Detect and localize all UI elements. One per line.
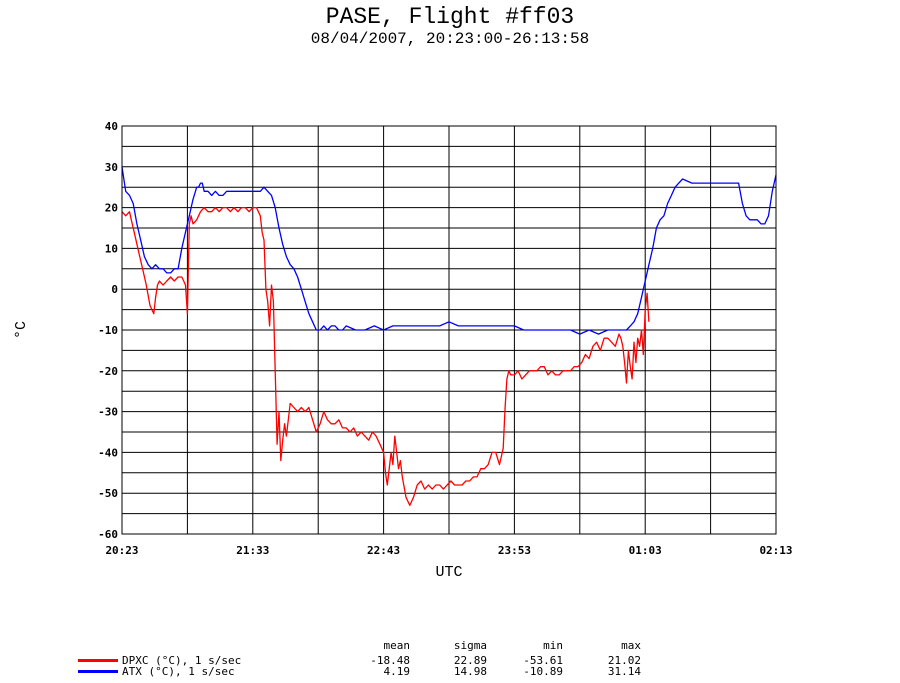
y-tick-label: 20 <box>105 202 118 215</box>
y-tick-label: -40 <box>98 446 118 459</box>
x-tick-label: 02:13 <box>759 544 792 557</box>
tick-labels: 40 30 20 10 0 -10 -20 -30 -40 -50 -60 20:23 21:33 22:… <box>98 120 792 557</box>
plot-frame <box>121 125 777 535</box>
y-tick-label: 0 <box>111 283 118 296</box>
chart-title: PASE, Flight #ff03 <box>325 4 575 30</box>
series-line-dpxc <box>121 206 650 507</box>
grid <box>121 125 777 535</box>
y-tick-label: 30 <box>105 161 118 174</box>
chart-subtitle: 08/04/2007, 20:23:00-26:13:58 <box>310 30 590 48</box>
y-tick-label: -20 <box>98 365 118 378</box>
y-tick-label: -30 <box>98 406 118 419</box>
x-axis-label: UTC <box>435 564 462 581</box>
x-tick-label: 22:43 <box>367 544 400 557</box>
x-tick-label: 01:03 <box>629 544 662 557</box>
x-tick-label: 20:23 <box>105 544 138 557</box>
x-tick-label: 21:33 <box>236 544 269 557</box>
y-tick-label: -10 <box>98 324 118 337</box>
x-tick-label: 23:53 <box>498 544 531 557</box>
series-layer <box>121 166 777 507</box>
series-line-atx <box>121 166 777 335</box>
y-tick-label: 10 <box>105 242 118 255</box>
y-axis-label: °C <box>13 321 30 339</box>
y-tick-label: -60 <box>98 528 118 541</box>
y-tick-label: 40 <box>105 120 118 133</box>
y-tick-label: -50 <box>98 487 118 500</box>
